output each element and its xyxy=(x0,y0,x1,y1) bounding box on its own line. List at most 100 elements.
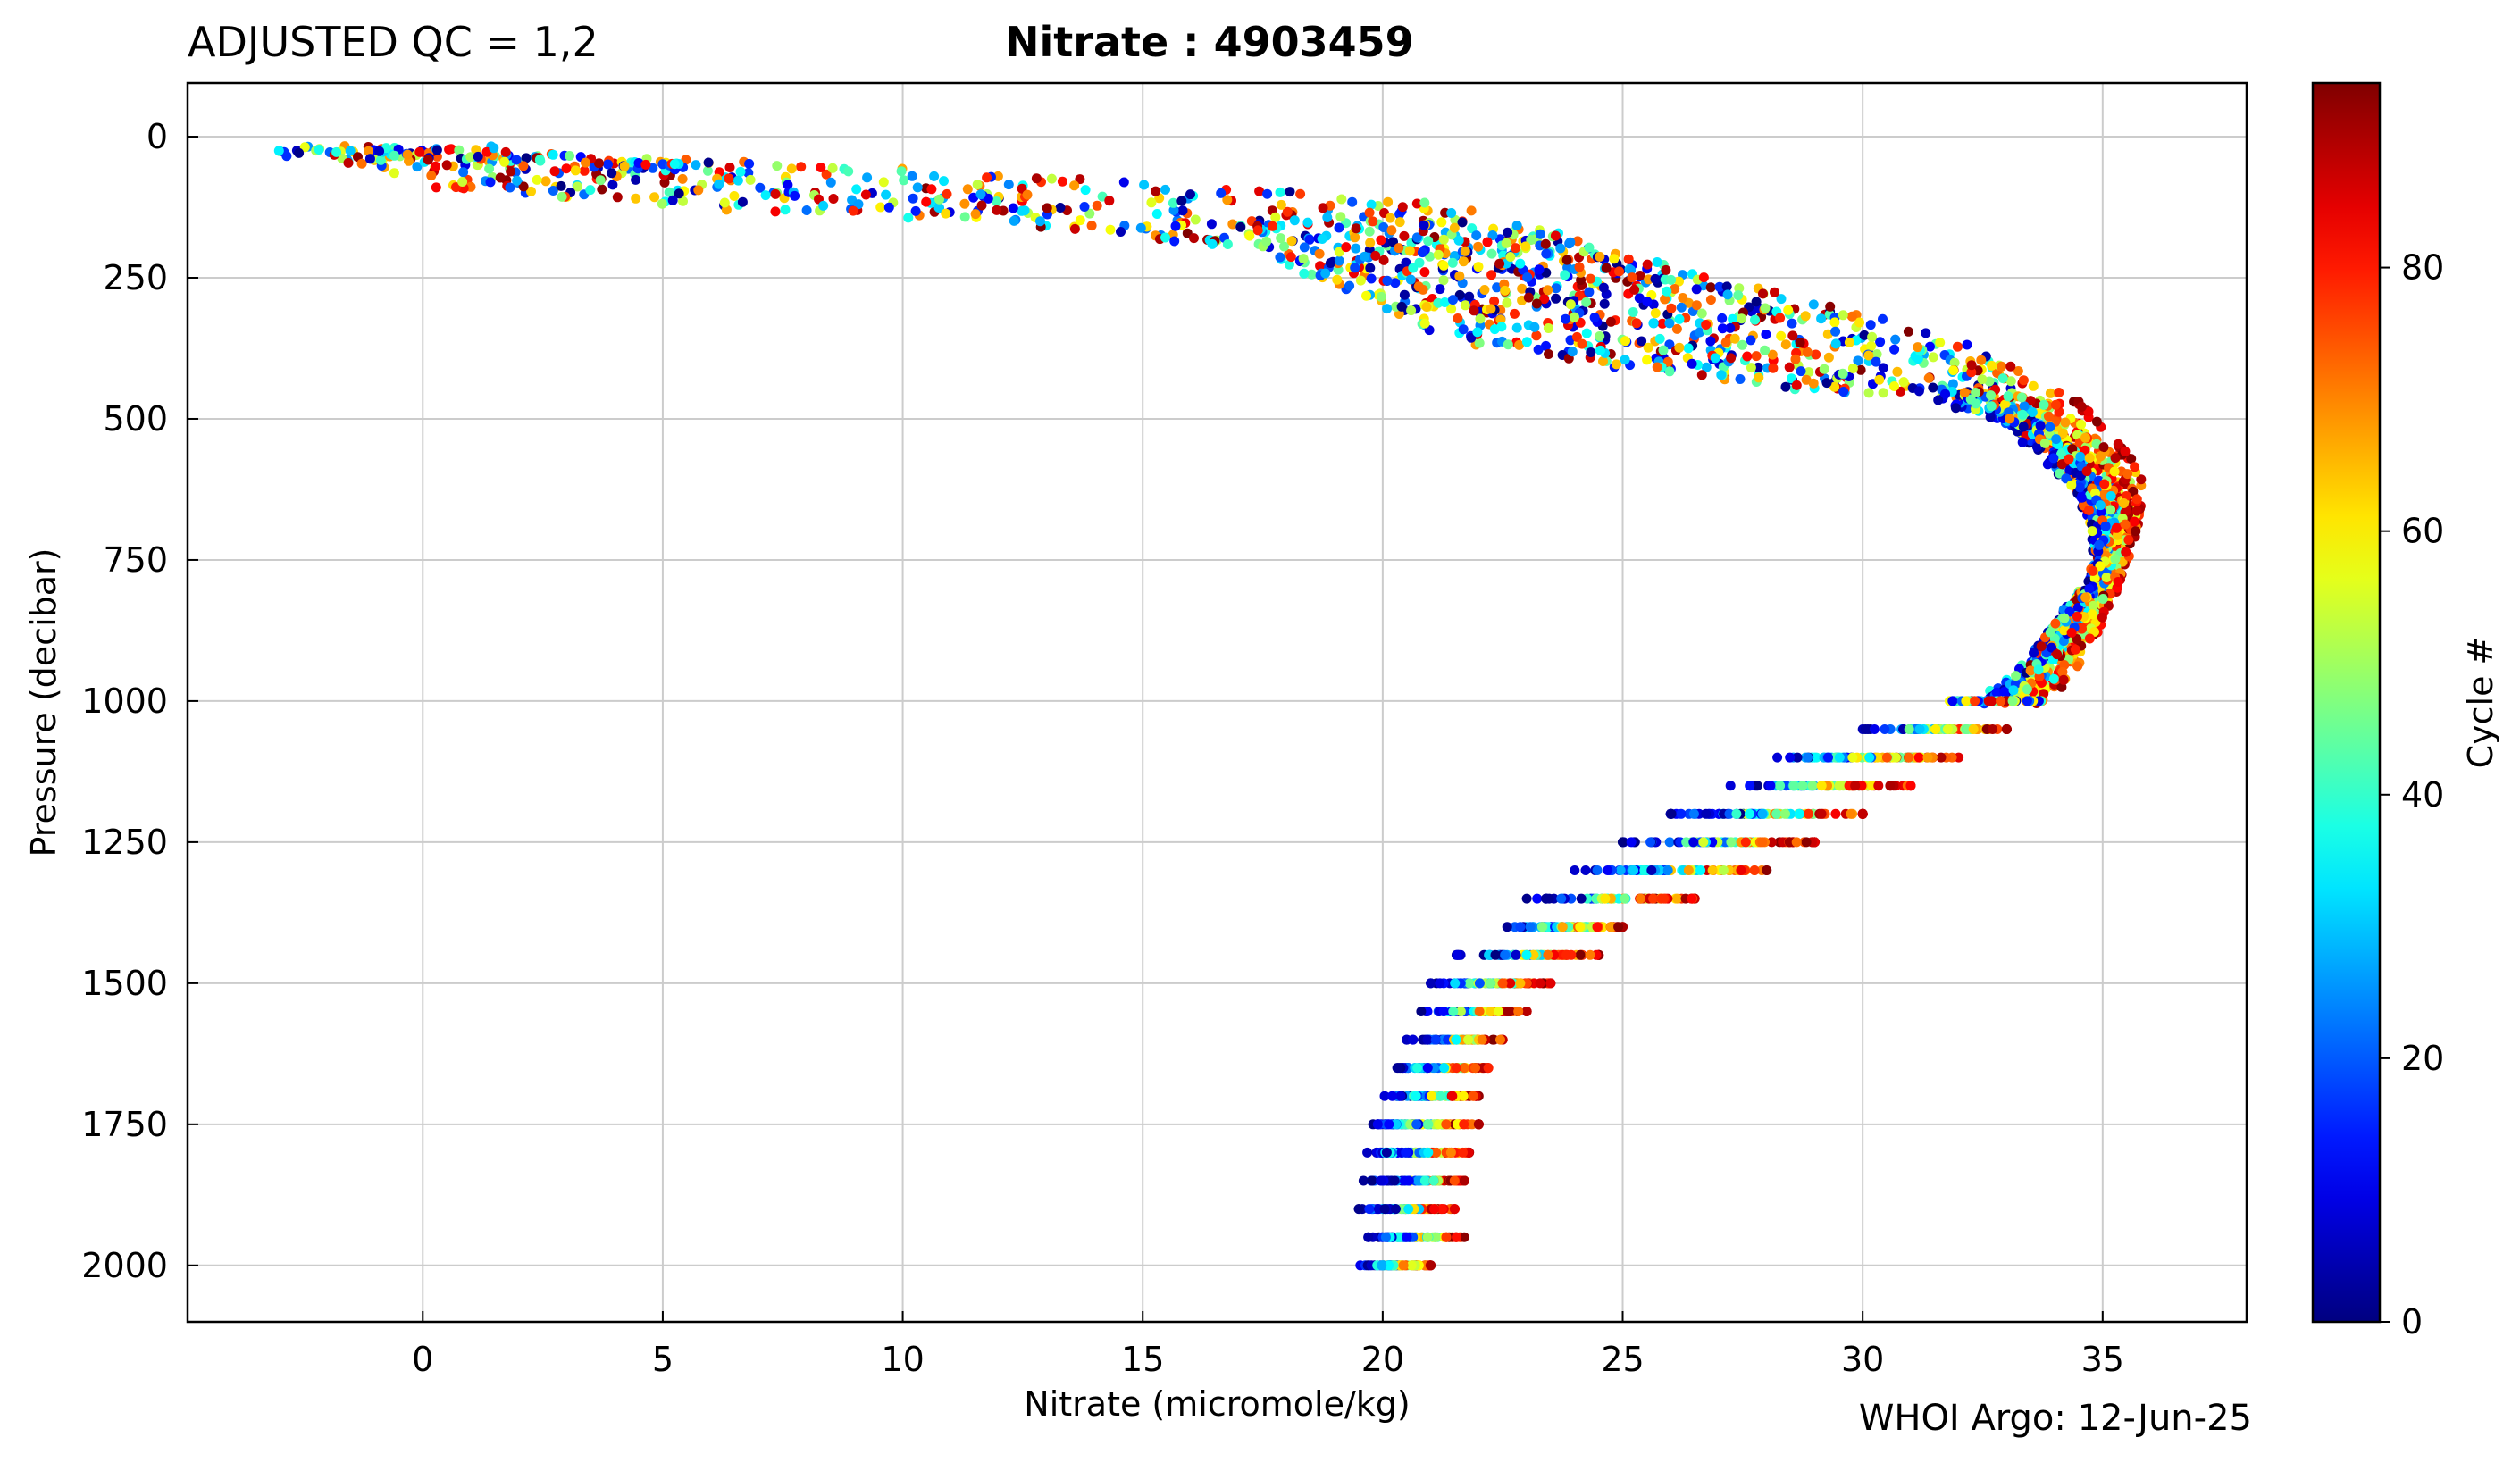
data-point xyxy=(518,161,529,171)
data-point xyxy=(1279,241,1289,252)
data-point xyxy=(1411,1091,1421,1101)
data-point xyxy=(2083,406,2094,417)
data-point xyxy=(1389,1175,1400,1186)
data-point xyxy=(1503,339,1513,350)
data-point xyxy=(1463,1034,1474,1045)
data-point xyxy=(1762,865,1772,875)
data-point xyxy=(1502,297,1512,308)
x-axis-label: Nitrate (micromole/kg) xyxy=(1024,1384,1410,1424)
data-point xyxy=(1413,281,1424,292)
data-point xyxy=(299,142,310,153)
data-point xyxy=(667,195,678,205)
data-point xyxy=(1515,922,1526,932)
y-tick-label: 2000 xyxy=(81,1246,168,1285)
data-point xyxy=(1757,837,1768,848)
data-point xyxy=(1744,808,1754,819)
data-point xyxy=(2080,592,2091,603)
data-point xyxy=(1705,282,1716,293)
data-point xyxy=(2033,664,2044,675)
data-point xyxy=(982,172,992,183)
data-point xyxy=(1459,1232,1469,1242)
data-point xyxy=(1802,347,1813,357)
data-point xyxy=(1426,978,1436,989)
data-point xyxy=(1666,274,1677,285)
data-point xyxy=(1681,837,1692,848)
data-point xyxy=(1620,355,1630,365)
data-point xyxy=(1533,344,1544,355)
data-point xyxy=(1446,304,1457,314)
data-point xyxy=(1751,351,1762,362)
data-point xyxy=(1904,752,1914,763)
data-point xyxy=(2016,392,2027,403)
data-point xyxy=(2042,459,2053,470)
data-point xyxy=(1863,350,1874,361)
data-point xyxy=(1448,1007,1459,1016)
data-point xyxy=(1505,252,1516,262)
data-point xyxy=(1599,298,1610,309)
data-point xyxy=(1079,202,1090,212)
data-point xyxy=(1688,837,1699,848)
data-point xyxy=(1678,293,1688,303)
data-point xyxy=(959,198,970,209)
data-point xyxy=(1801,837,1812,848)
data-point xyxy=(1449,222,1460,233)
data-point xyxy=(561,163,572,174)
data-point xyxy=(1949,357,1960,368)
data-point xyxy=(1650,308,1661,319)
data-point xyxy=(1486,304,1496,314)
data-point xyxy=(2122,469,2133,480)
data-point xyxy=(1959,388,1970,398)
data-point xyxy=(1433,249,1444,260)
data-point xyxy=(1737,313,1747,324)
data-point xyxy=(1871,349,1882,360)
data-point xyxy=(1725,781,1736,791)
data-point xyxy=(1458,324,1469,335)
data-point xyxy=(1572,236,1583,247)
data-point xyxy=(2077,623,2087,634)
data-point xyxy=(2130,462,2140,472)
data-point xyxy=(1168,205,1179,215)
data-point xyxy=(1458,1147,1468,1158)
data-point xyxy=(2087,526,2097,537)
data-point xyxy=(597,184,607,195)
data-point xyxy=(1823,352,1834,363)
data-point xyxy=(702,165,713,176)
data-point xyxy=(1474,978,1485,989)
data-point xyxy=(1285,252,1296,263)
data-point xyxy=(1598,356,1608,366)
data-point xyxy=(1874,374,1885,385)
data-point xyxy=(2120,446,2131,456)
data-point xyxy=(1821,378,1832,389)
data-point xyxy=(1550,230,1561,241)
data-point xyxy=(681,155,691,165)
data-point xyxy=(1797,781,1808,791)
data-point xyxy=(2072,661,2083,672)
data-point xyxy=(1419,318,1430,329)
data-point xyxy=(1320,268,1331,279)
data-point xyxy=(970,209,981,220)
data-point xyxy=(1545,978,1556,989)
data-point xyxy=(2022,684,2032,695)
data-point xyxy=(1487,1034,1498,1045)
data-point xyxy=(992,196,1002,206)
data-point xyxy=(1541,340,1551,351)
data-point xyxy=(2106,505,2116,515)
data-point xyxy=(2003,391,2013,402)
data-point xyxy=(1705,295,1716,305)
data-point xyxy=(972,180,983,190)
data-point xyxy=(1768,363,1779,373)
data-point xyxy=(1447,1091,1458,1101)
data-point xyxy=(1176,196,1187,206)
data-point xyxy=(1408,263,1419,273)
data-point xyxy=(1479,285,1490,295)
data-point xyxy=(1830,808,1841,819)
data-point xyxy=(755,182,766,193)
data-point xyxy=(1561,255,1572,265)
data-point xyxy=(1662,286,1672,297)
data-point xyxy=(2081,466,2092,477)
data-point xyxy=(1865,320,1876,330)
data-point xyxy=(1364,226,1375,237)
data-point xyxy=(1390,278,1401,288)
data-point xyxy=(1299,268,1310,279)
data-point xyxy=(1075,174,1085,185)
